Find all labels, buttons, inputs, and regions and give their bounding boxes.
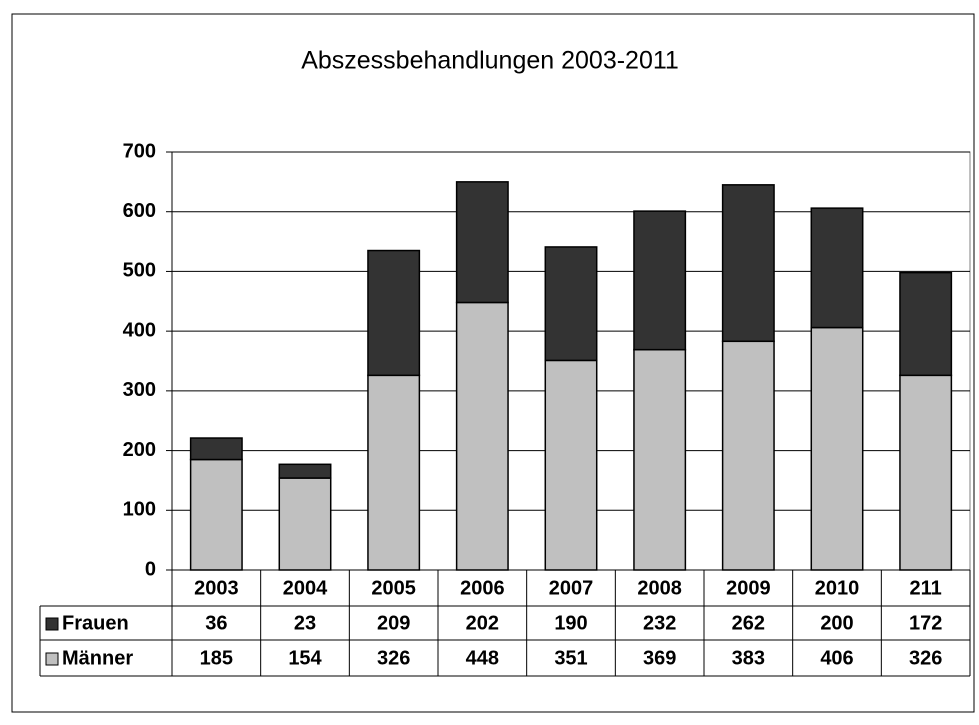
y-tick-label: 600	[123, 200, 156, 222]
x-tick-label: 2003	[194, 577, 239, 599]
y-tick-label: 200	[123, 439, 156, 461]
bar	[455, 181, 509, 304]
bar	[544, 246, 598, 362]
y-tick-label: 0	[145, 558, 156, 580]
bar	[367, 374, 421, 571]
bar	[899, 271, 953, 377]
data-label: 326	[377, 647, 410, 669]
bar	[633, 348, 687, 571]
data-label: 185	[200, 647, 233, 669]
x-tick-label: 2007	[549, 577, 594, 599]
legend-swatch	[45, 617, 59, 631]
bar	[721, 184, 775, 343]
data-label: 36	[205, 612, 227, 634]
data-label: 326	[909, 647, 942, 669]
data-label: 23	[294, 612, 316, 634]
bar	[633, 210, 687, 351]
bar	[721, 340, 775, 571]
y-tick-label: 700	[123, 140, 156, 162]
data-label: 383	[732, 647, 765, 669]
bar	[189, 437, 243, 461]
bar	[367, 249, 421, 377]
y-tick-label: 300	[123, 379, 156, 401]
data-label: 448	[466, 647, 499, 669]
legend-swatch	[45, 652, 59, 666]
legend-label: Frauen	[62, 612, 129, 634]
bar	[278, 477, 332, 571]
data-label: 369	[643, 647, 676, 669]
bar	[899, 374, 953, 571]
x-tick-label: 2004	[283, 577, 328, 599]
y-tick-label: 100	[123, 499, 156, 521]
data-label: 190	[554, 612, 587, 634]
data-label: 154	[288, 647, 322, 669]
bar	[278, 463, 332, 479]
chart-title: Abszessbehandlungen 2003-2011	[301, 47, 679, 75]
data-label: 209	[377, 612, 410, 634]
data-label: 200	[820, 612, 853, 634]
data-label: 232	[643, 612, 676, 634]
bar	[189, 458, 243, 571]
x-tick-label: 211	[910, 577, 942, 599]
bar	[810, 207, 864, 329]
data-label: 172	[909, 612, 942, 634]
x-tick-label: 2010	[815, 577, 860, 599]
bar	[544, 359, 598, 571]
x-tick-label: 2008	[637, 577, 682, 599]
data-label: 202	[466, 612, 499, 634]
bar	[810, 326, 864, 571]
y-tick-label: 500	[123, 260, 156, 282]
legend-label: Männer	[62, 647, 133, 669]
bar	[455, 301, 509, 571]
data-label: 406	[820, 647, 853, 669]
y-tick-label: 400	[123, 319, 156, 341]
x-tick-label: 2009	[726, 577, 771, 599]
data-label: 262	[732, 612, 765, 634]
x-tick-label: 2006	[460, 577, 505, 599]
x-tick-label: 2005	[371, 577, 416, 599]
data-label: 351	[554, 647, 587, 669]
